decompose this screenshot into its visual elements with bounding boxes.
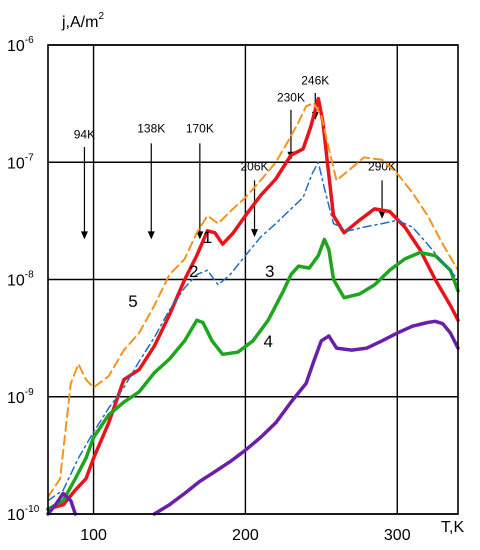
curve-label-3: 3 <box>265 262 274 281</box>
annotation-label: 246K <box>301 74 329 88</box>
annotation-arrowhead <box>378 210 386 219</box>
annotation-arrowhead <box>196 231 204 240</box>
x-axis-label: T,K <box>441 519 464 536</box>
curve-label-4: 4 <box>263 332 272 351</box>
temperature-annotations: 94K 138K 170K 206K 230K 246K 290K <box>74 74 396 240</box>
x-tick-label: 300 <box>384 527 411 544</box>
series-line-2 <box>46 237 460 511</box>
curve-labels: 12 3 5 4 <box>128 228 274 351</box>
plot-border <box>47 44 459 515</box>
axis-labels: j,A/m2 T,K <box>61 11 464 536</box>
annotation-label: 230K <box>277 90 305 104</box>
curve-label-1: 1 <box>203 228 212 247</box>
x-tick-label: 100 <box>80 527 107 544</box>
y-tick-label: 10-7 <box>7 152 34 172</box>
y-tick-label: 10-8 <box>7 270 34 290</box>
y-tick-label: 10-6 <box>7 35 34 55</box>
series-line-4 <box>152 319 460 516</box>
annotation-label: 94K <box>74 127 95 141</box>
tick-labels: 100 200 300 10-10 10-9 10-8 10-7 10-6 <box>7 35 411 544</box>
annotation-arrowhead <box>147 231 155 240</box>
series-line-5 <box>47 102 459 498</box>
annotation-label: 206K <box>241 160 269 174</box>
curve-label-5: 5 <box>128 292 137 311</box>
y-tick-label: 10-10 <box>7 504 40 524</box>
series-line-4 <box>46 491 78 516</box>
annotation-label: 138K <box>137 121 165 135</box>
annotation-label: 290K <box>368 160 396 174</box>
y-axis-label: j,A/m2 <box>61 11 104 31</box>
series-line-3 <box>47 161 459 502</box>
annotation-arrowhead <box>251 229 259 238</box>
plot-frame <box>47 44 459 515</box>
x-tick-label: 200 <box>232 527 259 544</box>
curve-label-2: 2 <box>189 262 198 281</box>
annotation-label: 170K <box>186 121 214 135</box>
y-tick-label: 10-9 <box>7 387 34 407</box>
data-curves <box>46 96 460 516</box>
annotation-arrowhead <box>80 231 88 240</box>
